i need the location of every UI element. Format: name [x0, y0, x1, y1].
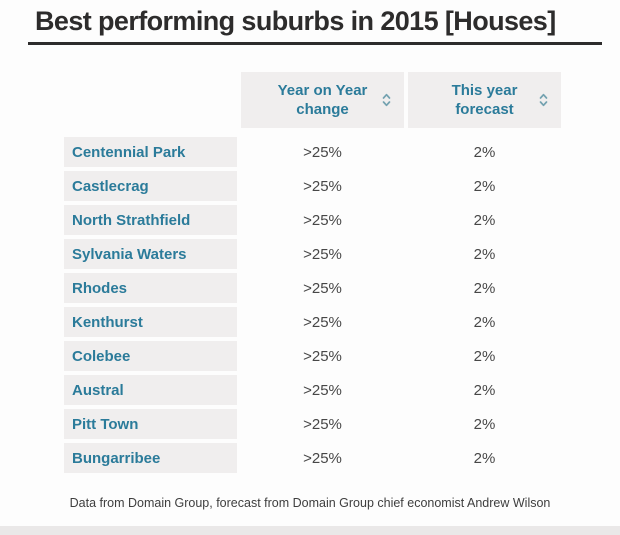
forecast-value-cell: 2%	[473, 177, 496, 195]
suburb-cell: North Strathfield	[64, 205, 237, 235]
column-header-this-year-forecast[interactable]: This year forecast	[408, 72, 561, 128]
suburb-cell: Austral	[64, 375, 237, 405]
forecast-value-cell: 2%	[473, 381, 496, 399]
bottom-strip	[0, 526, 620, 535]
suburb-cell: Castlecrag	[64, 171, 237, 201]
yoy-value-cell: >25%	[303, 313, 342, 331]
table-body: Centennial Park >25% 2% Castlecrag >25% …	[64, 137, 561, 473]
forecast-value-cell: 2%	[473, 415, 496, 433]
forecast-value-cell: 2%	[473, 279, 496, 297]
suburbs-table: Year on Year change This year forecast	[64, 72, 561, 473]
yoy-value-cell: >25%	[303, 279, 342, 297]
suburb-cell: Sylvania Waters	[64, 239, 237, 269]
forecast-value-cell: 2%	[473, 143, 496, 161]
suburb-cell: Rhodes	[64, 273, 237, 303]
forecast-value-cell: 2%	[473, 211, 496, 229]
title-underline: Best performing suburbs in 2015 [Houses]	[28, 6, 602, 45]
forecast-value-cell: 2%	[473, 313, 496, 331]
forecast-value-cell: 2%	[473, 245, 496, 263]
yoy-value-cell: >25%	[303, 211, 342, 229]
sort-up-down-icon[interactable]	[382, 93, 391, 108]
yoy-value-cell: >25%	[303, 347, 342, 365]
sort-up-down-icon[interactable]	[539, 93, 548, 108]
suburb-cell: Bungarribee	[64, 443, 237, 473]
column-header-label: Year on Year change	[277, 82, 368, 118]
yoy-value-cell: >25%	[303, 177, 342, 195]
suburb-cell: Centennial Park	[64, 137, 237, 167]
yoy-value-cell: >25%	[303, 449, 342, 467]
suburb-cell: Colebee	[64, 341, 237, 371]
yoy-value-cell: >25%	[303, 415, 342, 433]
page-title: Best performing suburbs in 2015 [Houses]	[35, 6, 556, 36]
forecast-value-cell: 2%	[473, 449, 496, 467]
suburb-cell: Kenthurst	[64, 307, 237, 337]
yoy-value-cell: >25%	[303, 245, 342, 263]
suburb-column-spacer	[64, 72, 237, 128]
yoy-value-cell: >25%	[303, 143, 342, 161]
data-source-note: Data from Domain Group, forecast from Do…	[69, 496, 551, 510]
column-header-label: This year forecast	[451, 82, 518, 118]
column-header-yoy-change[interactable]: Year on Year change	[241, 72, 404, 128]
yoy-value-cell: >25%	[303, 381, 342, 399]
suburb-cell: Pitt Town	[64, 409, 237, 439]
forecast-value-cell: 2%	[473, 347, 496, 365]
table-header-row: Year on Year change This year forecast	[64, 72, 561, 128]
